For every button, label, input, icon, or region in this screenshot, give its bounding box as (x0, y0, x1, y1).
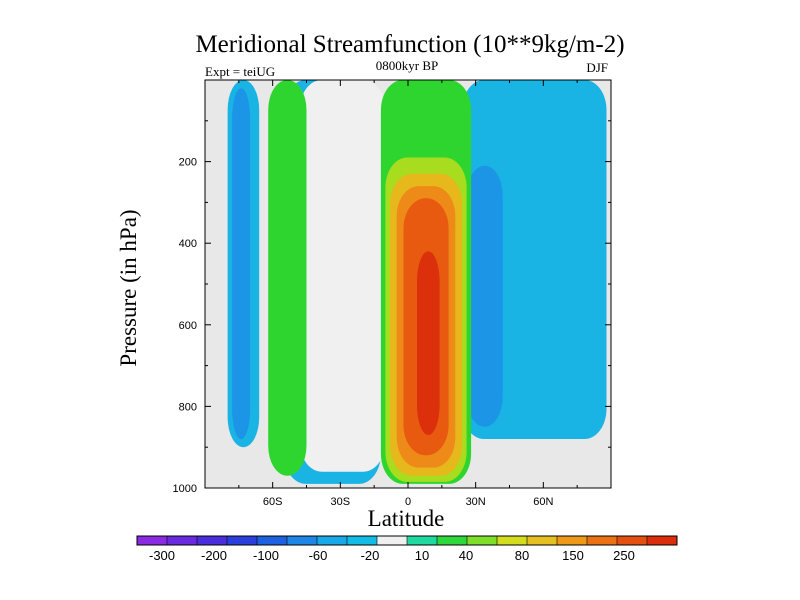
colorbar-label: 10 (415, 548, 429, 563)
colorbar-swatch (527, 536, 558, 545)
colorbar-frame (136, 535, 678, 546)
colorbar-swatch (647, 536, 678, 545)
contour-region-3 (232, 88, 251, 440)
colorbar-swatch (257, 536, 288, 545)
y-tick-label: 1000 (173, 483, 197, 495)
x-tick-label: 0 (405, 496, 411, 508)
colorbar: -300 -200 -100 -60 -20 10 40 80 150 250 (136, 535, 678, 563)
y-tick-label: 800 (179, 401, 197, 413)
colorbar-swatch (557, 536, 588, 545)
colorbar-label: 150 (562, 548, 584, 563)
colorbar-swatch (497, 536, 528, 545)
contour-region-5 (466, 165, 503, 427)
plot-area (204, 79, 612, 489)
colorbar-swatch (227, 536, 258, 545)
colorbar-label: -300 (149, 548, 175, 563)
x-tick-label: 30N (466, 496, 486, 508)
experiment-label: Expt = teiUG (205, 64, 275, 79)
colorbar-label: -60 (309, 548, 328, 563)
chart-title: Meridional Streamfunction (10**9kg/m-2) (195, 31, 624, 58)
season-label: DJF (586, 60, 608, 75)
colorbar-swatch (347, 536, 378, 545)
chart-subtitle: 0800kyr BP (376, 58, 438, 73)
colorbar-swatch (197, 536, 228, 545)
colorbar-swatch (437, 536, 468, 545)
colorbar-label: -20 (361, 548, 380, 563)
colorbar-swatch (467, 536, 498, 545)
x-tick-label: 60N (533, 496, 553, 508)
contour-region-7 (268, 80, 307, 476)
colorbar-swatch (317, 536, 348, 545)
x-axis: 60S 30S 0 30N 60N (204, 80, 612, 508)
y-axis: 200 400 600 800 1000 (173, 120, 611, 495)
y-tick-label: 200 (179, 157, 197, 169)
colorbar-swatch (167, 536, 198, 545)
colorbar-label: 40 (459, 548, 473, 563)
y-tick-label: 400 (179, 238, 197, 250)
colorbar-label: -100 (253, 548, 279, 563)
colorbar-swatch (617, 536, 648, 545)
y-axis-title: Pressure (in hPa) (116, 209, 141, 366)
contour-region-6 (299, 80, 386, 472)
colorbar-swatch (287, 536, 318, 545)
x-tick-label: 60S (263, 496, 283, 508)
contour-region-13 (417, 251, 440, 435)
x-tick-label: 30S (331, 496, 351, 508)
colorbar-label: 250 (613, 548, 635, 563)
colorbar-swatch (587, 536, 618, 545)
colorbar-swatch (377, 536, 408, 545)
colorbar-swatch (407, 536, 438, 545)
y-tick-label: 600 (179, 320, 197, 332)
colorbar-label: 80 (515, 548, 529, 563)
colorbar-swatch (137, 536, 168, 545)
colorbar-label: -200 (201, 548, 227, 563)
x-axis-title: Latitude (368, 506, 445, 531)
